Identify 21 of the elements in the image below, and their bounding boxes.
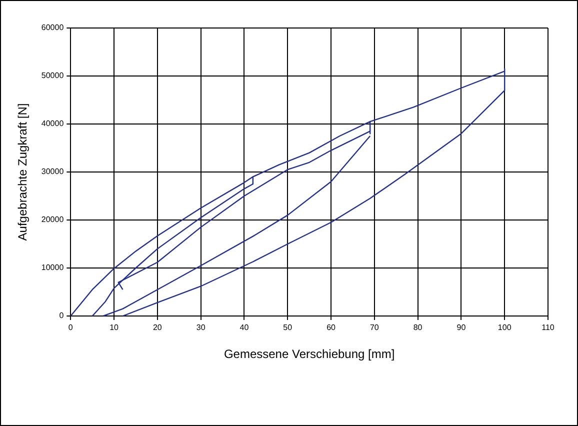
x-tick-label: 70 [370, 323, 380, 332]
x-tick-label: 10 [110, 323, 120, 332]
x-tick-label: 40 [240, 323, 250, 332]
x-tick-label: 50 [283, 323, 293, 332]
y-tick-label: 50000 [41, 71, 64, 80]
x-tick-label: 60 [326, 323, 336, 332]
x-tick-label: 30 [196, 323, 206, 332]
y-tick-label: 10000 [41, 263, 64, 272]
x-tick-label: 80 [413, 323, 423, 332]
y-axis-title: Aufgebrachte Zugkraft [N] [16, 103, 30, 241]
x-tick-label: 0 [68, 323, 74, 332]
y-tick-label: 0 [59, 311, 64, 320]
y-tick-label: 30000 [41, 167, 64, 176]
x-tick-label: 20 [152, 323, 162, 332]
y-tick-label: 60000 [41, 23, 64, 32]
y-tick-label: 20000 [41, 215, 64, 224]
y-tick-label: 40000 [41, 119, 64, 128]
x-tick-label: 110 [542, 323, 555, 332]
x-tick-label: 100 [498, 323, 512, 332]
x-axis-title: Gemessene Verschiebung [mm] [224, 347, 395, 362]
x-tick-label: 90 [456, 323, 466, 332]
